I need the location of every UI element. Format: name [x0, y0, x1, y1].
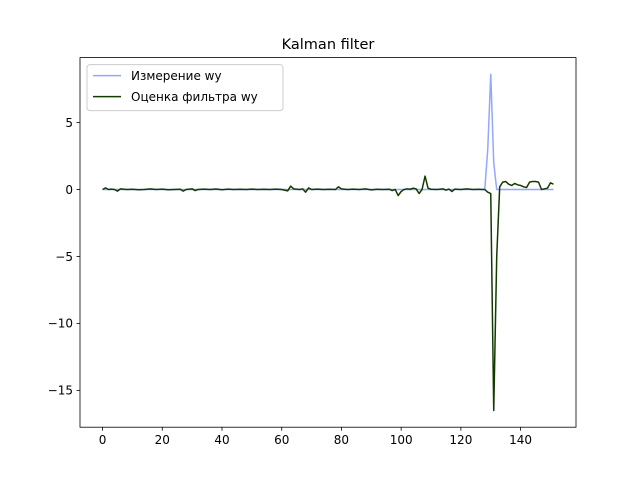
x-tick-label: 40 [214, 433, 229, 447]
x-tick-label: 20 [155, 433, 170, 447]
plot-area-frame [79, 57, 577, 428]
x-axis: 0 20 40 60 80 100 120 140 [99, 427, 532, 447]
series-line-2 [102, 175, 554, 412]
x-tick-label: 60 [274, 433, 289, 447]
series-layer [102, 73, 554, 412]
y-tick-label: −5 [55, 250, 73, 264]
legend-label-1: Измерение wy [131, 69, 222, 83]
legend-box [86, 64, 284, 112]
x-tick-label: 100 [390, 433, 413, 447]
legend: Измерение wy Оценка фильтра wy [86, 64, 284, 112]
y-axis: 5 0 −5 −10 −15 [48, 116, 80, 398]
x-tick-label: 0 [99, 433, 107, 447]
x-tick-label: 120 [449, 433, 472, 447]
x-tick-label: 140 [509, 433, 532, 447]
legend-label-2: Оценка фильтра wy [131, 90, 258, 104]
y-tick-label: −10 [48, 317, 73, 331]
x-tick-label: 80 [334, 433, 349, 447]
y-tick-label: 5 [65, 116, 73, 130]
y-tick-label: 0 [65, 183, 73, 197]
y-tick-label: −15 [48, 384, 73, 398]
chart-title: Kalman filter [282, 37, 375, 53]
